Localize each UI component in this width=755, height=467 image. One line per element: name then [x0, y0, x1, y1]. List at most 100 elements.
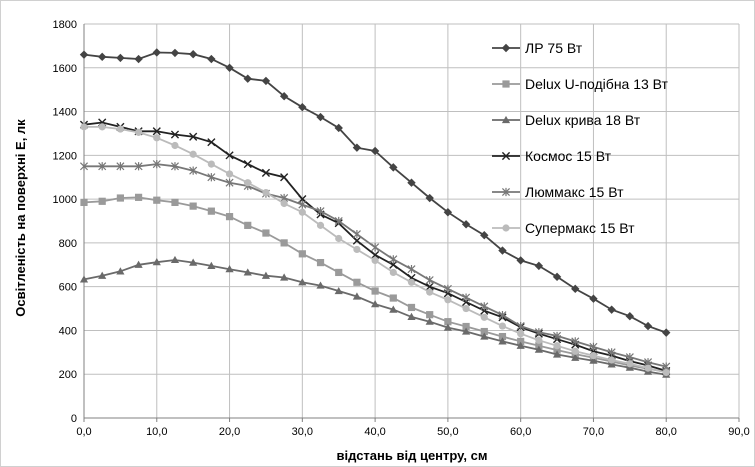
data-point	[443, 208, 453, 217]
legend-label: Delux крива 18 Вт	[525, 112, 641, 128]
data-point	[335, 234, 343, 243]
legend-marker	[501, 151, 511, 161]
data-point	[280, 199, 288, 208]
legend-label: Люммакс 15 Вт	[525, 184, 624, 200]
data-point	[480, 327, 488, 336]
data-point	[335, 268, 343, 277]
data-point	[298, 250, 306, 258]
data-point	[371, 256, 379, 264]
data-point	[480, 313, 488, 321]
data-point	[534, 328, 543, 337]
data-point	[480, 231, 489, 240]
data-point	[334, 286, 343, 295]
legend-marker	[502, 224, 510, 232]
data-point	[407, 278, 416, 286]
x-tick-label: 70,0	[583, 426, 604, 438]
data-point	[498, 246, 507, 255]
data-point	[170, 48, 180, 58]
data-point	[244, 221, 252, 229]
data-point	[152, 48, 161, 57]
x-tick-label: 10,0	[146, 426, 167, 438]
data-point	[371, 243, 380, 252]
data-point	[80, 123, 88, 131]
data-point	[280, 239, 288, 247]
legend-label: ЛР 75 Вт	[525, 40, 583, 56]
data-point	[280, 173, 289, 182]
data-point	[589, 342, 598, 351]
y-tick-labels: 0 200 400 600 800 1000 1200 1400 1600 1800	[53, 19, 77, 425]
data-point	[461, 327, 471, 335]
x-tick-label: 0,0	[76, 426, 91, 438]
y-tick-label: 400	[59, 325, 77, 337]
data-point	[552, 272, 562, 282]
data-point	[607, 348, 616, 357]
data-point	[225, 178, 234, 187]
data-point	[298, 102, 307, 112]
data-point	[225, 63, 234, 72]
data-point	[462, 322, 470, 331]
data-point	[662, 368, 670, 377]
data-point	[243, 268, 252, 276]
data-point	[516, 341, 525, 349]
data-point	[316, 258, 325, 267]
data-point	[98, 271, 107, 279]
data-point	[207, 138, 216, 147]
data-point	[171, 141, 179, 150]
data-point	[79, 162, 89, 171]
data-point	[280, 273, 289, 281]
data-point	[134, 54, 143, 64]
data-point	[553, 342, 561, 350]
series-6	[80, 123, 670, 377]
legend-marker	[501, 115, 511, 124]
data-point	[261, 271, 271, 279]
x-tick-label: 40,0	[364, 426, 385, 438]
data-point	[98, 197, 106, 205]
y-axis-title: Освітленість на поверхні Е, лк	[13, 119, 28, 317]
legend-item-6: Супермакс 15 Вт	[492, 220, 635, 236]
y-tick-label: 200	[59, 369, 77, 381]
data-point	[353, 278, 361, 286]
data-point	[134, 260, 143, 268]
data-point	[443, 284, 452, 293]
series-1	[79, 48, 671, 337]
data-point	[225, 170, 234, 178]
data-point	[480, 302, 489, 311]
data-point	[443, 323, 452, 331]
data-point	[98, 162, 107, 171]
data-point	[607, 360, 616, 368]
data-point	[371, 287, 379, 295]
data-point	[98, 123, 106, 131]
series-2	[80, 193, 670, 376]
data-point	[516, 256, 525, 265]
legend-item-5: Люммакс 15 Вт	[492, 184, 624, 200]
series-3	[79, 255, 671, 378]
data-point	[188, 50, 198, 59]
data-point	[189, 150, 197, 158]
y-tick-label: 1000	[53, 194, 77, 206]
data-point	[371, 250, 380, 260]
y-tick-label: 1800	[53, 19, 77, 31]
legend-label: Космос 15 Вт	[525, 148, 612, 164]
data-point	[517, 337, 525, 345]
data-point	[352, 230, 361, 239]
data-point	[407, 265, 416, 274]
data-point	[407, 312, 416, 320]
data-point	[170, 162, 179, 171]
data-point	[389, 255, 398, 264]
data-point	[352, 143, 362, 152]
data-point	[116, 194, 124, 202]
data-point	[279, 92, 289, 101]
data-point	[261, 76, 271, 86]
data-point	[189, 132, 198, 141]
x-axis-title: відстань від центру, см	[337, 448, 488, 463]
legend-label: Супермакс 15 Вт	[525, 220, 635, 236]
data-point	[207, 54, 216, 64]
legend-item-3: Delux крива 18 Вт	[492, 112, 641, 128]
data-point	[79, 50, 89, 59]
data-point	[316, 112, 325, 122]
data-point	[498, 322, 507, 330]
data-point	[461, 220, 471, 229]
data-point	[589, 294, 598, 303]
data-point	[589, 356, 598, 364]
